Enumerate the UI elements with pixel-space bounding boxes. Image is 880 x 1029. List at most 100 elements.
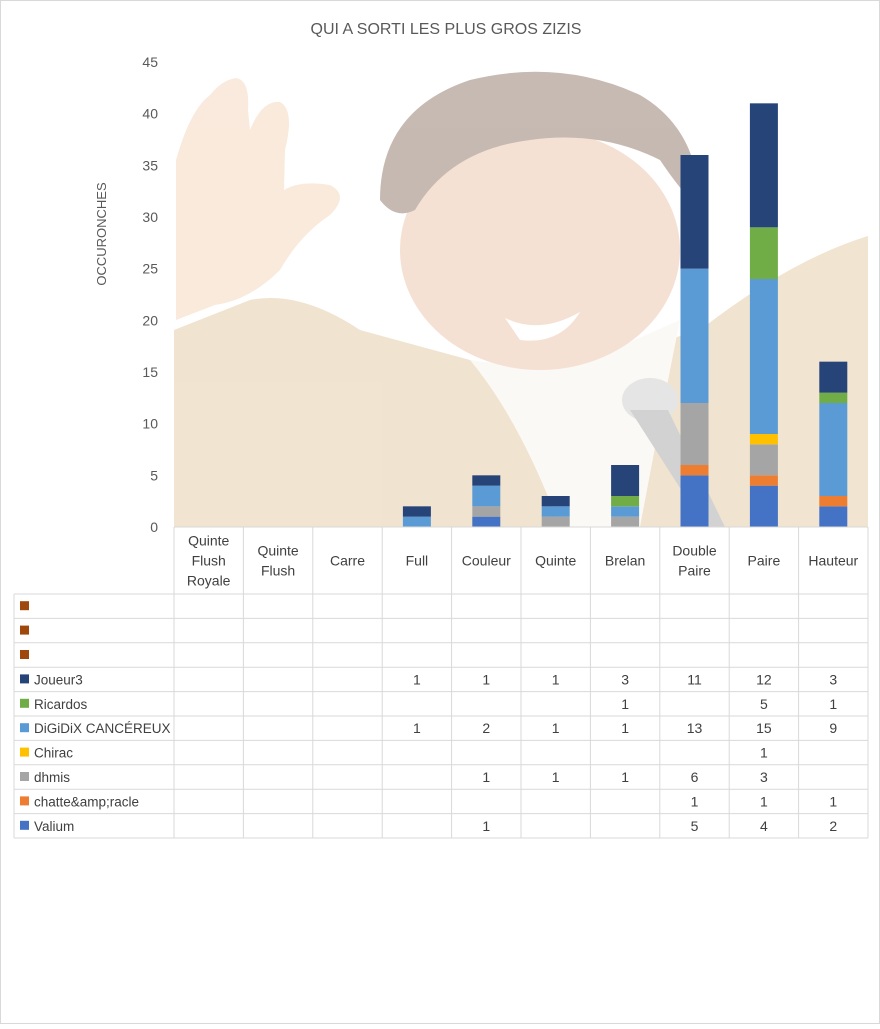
bar-segment <box>749 434 778 445</box>
bar-segment <box>819 496 848 507</box>
bar-segment <box>749 475 778 486</box>
y-tick-label: 30 <box>142 209 158 225</box>
bar-segment <box>749 227 778 279</box>
category-label: Flush <box>192 553 226 569</box>
legend-swatch <box>20 625 29 635</box>
category-label: Royale <box>187 573 231 589</box>
table-value: 1 <box>482 769 490 785</box>
category-label: Paire <box>678 563 711 579</box>
table-value: 5 <box>691 818 699 834</box>
category-label: Double <box>672 543 717 559</box>
y-tick-label: 40 <box>142 106 158 122</box>
bar-segment <box>749 485 778 527</box>
legend-swatch <box>20 601 29 611</box>
series-label: Joueur3 <box>34 672 83 687</box>
bar-segment <box>472 516 501 527</box>
bar-segment <box>680 475 709 527</box>
bar-segment <box>541 506 570 517</box>
legend-swatch <box>20 723 29 733</box>
legend-swatch <box>20 820 29 830</box>
table-value: 1 <box>482 818 490 834</box>
category-label: Carre <box>330 553 365 569</box>
series-label: chatte&amp;racle <box>34 794 139 809</box>
table-value: 3 <box>760 769 768 785</box>
table-value: 1 <box>760 793 768 809</box>
series-label: dhmis <box>34 770 70 785</box>
legend-swatch <box>20 772 29 781</box>
category-label: Quinte <box>188 533 229 549</box>
y-axis-label: OCCURONCHES <box>94 182 109 286</box>
bar-segment <box>749 103 778 228</box>
legend-swatch <box>20 747 29 757</box>
bar-segment <box>819 392 848 403</box>
bar-segment <box>680 155 709 269</box>
table-value: 9 <box>829 720 837 736</box>
series-label: Chirac <box>34 746 73 761</box>
bar-segment <box>472 475 501 486</box>
legend-swatch <box>20 698 29 708</box>
table-value: 1 <box>413 720 421 736</box>
bar-segment <box>819 506 848 527</box>
bar-segment <box>611 516 640 527</box>
legend-swatch <box>20 650 29 659</box>
category-label: Quinte <box>257 543 298 559</box>
table-value: 3 <box>621 671 629 687</box>
table-value: 1 <box>760 745 768 761</box>
bar-segment <box>819 361 848 393</box>
category-label: Paire <box>748 553 781 569</box>
table-value: 15 <box>756 720 772 736</box>
bar-segment <box>749 444 778 476</box>
table-value: 5 <box>760 696 768 712</box>
bar-segment <box>611 465 640 496</box>
table-value: 13 <box>687 720 703 736</box>
bar-segment <box>819 403 848 496</box>
category-label: Quinte <box>535 553 576 569</box>
table-value: 2 <box>829 818 837 834</box>
chart-title: QUI A SORTI LES PLUS GROS ZIZIS <box>311 21 582 38</box>
table-value: 1 <box>413 671 421 687</box>
bar-segment <box>611 506 640 517</box>
y-tick-label: 15 <box>142 364 158 380</box>
category-label: Couleur <box>462 553 511 569</box>
y-tick-labels: 0 5 10 15 20 25 30 35 40 45 <box>142 54 158 535</box>
y-tick-label: 45 <box>142 54 158 70</box>
table-value: 1 <box>552 671 560 687</box>
y-tick-label: 35 <box>142 157 158 173</box>
bar-segment <box>541 516 570 527</box>
category-label: Flush <box>261 563 295 579</box>
bars <box>402 103 848 527</box>
bar-segment <box>541 496 570 507</box>
category-label: Hauteur <box>808 553 858 569</box>
table-value: 1 <box>621 769 629 785</box>
series-label: Valium <box>34 819 74 834</box>
bar-segment <box>680 465 709 476</box>
table-value: 3 <box>829 671 837 687</box>
table-value: 6 <box>691 769 699 785</box>
y-tick-label: 25 <box>142 261 158 277</box>
bar-segment <box>611 496 640 507</box>
table-value: 11 <box>687 671 702 687</box>
table-value: 2 <box>482 720 490 736</box>
category-label: Brelan <box>605 553 645 569</box>
y-tick-label: 0 <box>150 519 158 535</box>
bar-segment <box>680 403 709 465</box>
bar-segment <box>402 506 431 517</box>
bar-segment <box>472 485 501 507</box>
table-value: 1 <box>552 769 560 785</box>
legend-swatch <box>20 796 29 806</box>
series-label: DiGiDiX CANCÉREUX <box>34 721 171 736</box>
table-value: 4 <box>760 818 768 834</box>
table-value: 1 <box>482 671 490 687</box>
legend-swatch <box>20 674 29 684</box>
y-tick-label: 10 <box>142 416 158 432</box>
category-label: Full <box>406 553 429 569</box>
table-value: 1 <box>829 793 837 809</box>
bar-segment <box>680 268 709 403</box>
table-value: 1 <box>621 720 629 736</box>
table-value: 12 <box>756 671 772 687</box>
table-value: 1 <box>829 696 837 712</box>
table-value: 1 <box>552 720 560 736</box>
y-tick-label: 20 <box>142 312 158 328</box>
